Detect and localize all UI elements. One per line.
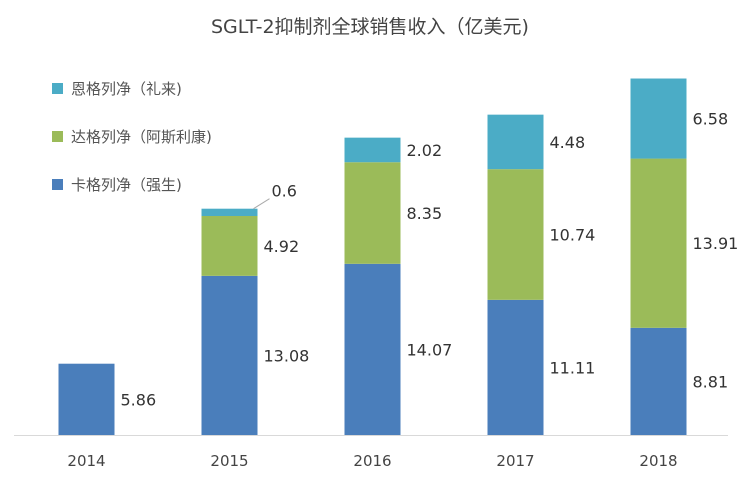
value-label-empagliflozin-2018: 6.58 [693,110,729,129]
bar-canagliflozin-2014 [58,363,115,435]
bar-canagliflozin-2018 [630,327,687,435]
legend-label-canagliflozin: 卡格列净（强生) [71,176,182,194]
legend-label-empagliflozin: 恩格列净（礼来) [71,80,182,98]
value-label-dapagliflozin-2016: 8.35 [407,204,443,223]
bar-dapagliflozin-2017 [487,169,544,300]
value-label-canagliflozin-2016: 14.07 [407,340,453,359]
bar-canagliflozin-2017 [487,299,544,435]
legend-item-dapagliflozin: 达格列净（阿斯利康) [52,126,212,147]
value-label-canagliflozin-2014: 5.86 [121,390,157,409]
legend-label-dapagliflozin: 达格列净（阿斯利康) [71,128,212,146]
bar-dapagliflozin-2018 [630,158,687,328]
bar-canagliflozin-2016 [344,263,401,435]
value-label-dapagliflozin-2015: 4.92 [264,237,300,256]
chart-title: SGLT-2抑制剂全球销售收入（亿美元) [211,16,529,38]
legend-item-canagliflozin: 卡格列净（强生) [52,174,182,195]
x-tick-2017: 2017 [496,452,534,470]
value-label-empagliflozin-2017: 4.48 [550,133,586,152]
bar-canagliflozin-2015 [201,275,258,435]
value-label-dapagliflozin-2018: 13.91 [693,234,739,253]
legend-item-empagliflozin: 恩格列净（礼来) [52,78,182,99]
leader-line-empagliflozin-2015 [253,198,270,210]
value-label-dapagliflozin-2017: 10.74 [550,225,596,244]
x-tick-2018: 2018 [639,452,677,470]
value-label-empagliflozin-2016: 2.02 [407,141,443,160]
value-label-empagliflozin-2015: 0.6 [272,182,297,201]
x-tick-2016: 2016 [353,452,391,470]
bar-empagliflozin-2015 [201,208,258,216]
x-tick-2014: 2014 [67,452,105,470]
x-tick-2015: 2015 [210,452,248,470]
bar-empagliflozin-2017 [487,114,544,170]
value-label-canagliflozin-2018: 8.81 [693,372,729,391]
value-label-canagliflozin-2017: 11.11 [550,358,596,377]
bar-empagliflozin-2016 [344,137,401,163]
bar-dapagliflozin-2015 [201,216,258,276]
value-label-canagliflozin-2015: 13.08 [264,346,310,365]
legend-swatch-empagliflozin [52,83,63,94]
bar-dapagliflozin-2016 [344,162,401,264]
legend-swatch-canagliflozin [52,179,63,190]
bar-empagliflozin-2018 [630,78,687,159]
legend-swatch-dapagliflozin [52,131,63,142]
